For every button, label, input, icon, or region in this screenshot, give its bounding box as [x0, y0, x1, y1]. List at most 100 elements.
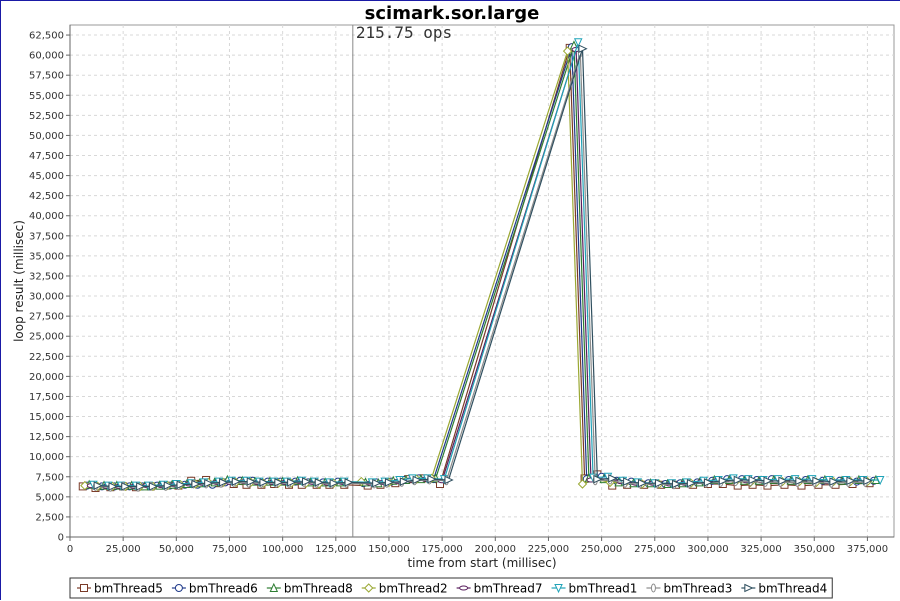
- data-point-bmThread4: [703, 478, 714, 487]
- legend-marker: [650, 583, 656, 593]
- x-tick-label: 150,000: [368, 544, 409, 555]
- legend-marker: [744, 583, 754, 593]
- data-point-bmThread4: [384, 478, 395, 487]
- legend-item-bmThread3: bmThread3: [646, 582, 732, 596]
- chart-title: scimark.sor.large: [365, 3, 540, 24]
- legend-label: bmThread1: [569, 582, 638, 596]
- data-point-bmThread4: [829, 477, 839, 486]
- x-tick-label: 100,000: [262, 544, 303, 555]
- y-tick-label: 52,500: [29, 111, 64, 122]
- series-group: [78, 38, 885, 493]
- x-tick-label: 50,000: [159, 544, 194, 555]
- y-tick-label: 42,500: [29, 191, 64, 202]
- legend: bmThread5 bmThread6 bmThread8 bmThread2 bmTh…: [69, 577, 833, 599]
- data-point-bmThread4: [148, 482, 159, 491]
- data-point-bmThread4: [778, 476, 788, 486]
- y-tick-label: 7,500: [35, 472, 64, 483]
- y-tick-label: 62,500: [29, 31, 64, 42]
- data-point-bmThread4: [274, 478, 284, 487]
- y-tick-label: 55,000: [29, 91, 64, 102]
- legend-box: [69, 577, 833, 599]
- annotation: 215.75 ops: [352, 23, 452, 537]
- x-tick-label: 325,000: [740, 544, 781, 555]
- legend-marker: [269, 582, 279, 592]
- data-point-bmThread4: [763, 476, 773, 486]
- legend-label: bmThread7: [474, 582, 543, 596]
- plot-area: [69, 24, 895, 538]
- y-tick-label: 35,000: [29, 251, 64, 262]
- data-point-bmThread4: [399, 477, 410, 486]
- x-tick-label: 350,000: [794, 544, 835, 555]
- data-point-bmThread4: [427, 474, 437, 484]
- y-axis-label: loop result (millisec): [12, 220, 26, 342]
- legend-label: bmThread3: [663, 582, 732, 596]
- legend-label: bmThread5: [94, 582, 163, 596]
- data-point-bmThread4: [246, 477, 256, 486]
- data-point-bmThread4: [748, 475, 758, 485]
- data-point-bmThread4: [672, 479, 682, 489]
- x-tick-label: 200,000: [475, 544, 516, 555]
- legend-marker: [364, 583, 374, 593]
- y-tick-label: 17,500: [29, 392, 64, 403]
- y-tick-label: 15,000: [29, 412, 64, 423]
- x-tick-label: 75,000: [212, 544, 247, 555]
- data-point-bmThread2: [577, 479, 588, 489]
- x-tick-label: 250,000: [581, 544, 622, 555]
- data-point-bmThread1: [875, 475, 885, 486]
- y-tick-label: 12,500: [29, 432, 64, 443]
- data-point-bmThread4: [593, 474, 603, 484]
- data-point-bmThread4: [204, 478, 214, 488]
- legend-item-bmThread7: bmThread7: [456, 582, 543, 596]
- data-point-bmThread4: [259, 478, 269, 487]
- legend-item-bmThread5: bmThread5: [77, 582, 163, 596]
- data-point-bmThread1: [573, 38, 583, 48]
- y-axis: 0 2,500 5,000 7,500 10,000 12,500 15,000 17,500…: [29, 25, 71, 544]
- legend-marker: [554, 584, 563, 594]
- data-point-bmThread4: [718, 476, 729, 486]
- y-tick-label: 22,500: [29, 352, 64, 363]
- x-tick-label: 0: [67, 544, 73, 555]
- y-tick-label: 30,000: [29, 292, 64, 303]
- y-tick-label: 50,000: [29, 131, 64, 142]
- data-point-bmThread4: [412, 475, 422, 485]
- data-point-bmThread4: [863, 476, 873, 486]
- y-tick-label: 27,500: [29, 312, 64, 323]
- data-point-bmThread4: [191, 479, 201, 489]
- data-point-bmThread4: [163, 481, 173, 490]
- y-tick-label: 45,000: [29, 171, 64, 182]
- data-point-bmThread4: [176, 480, 186, 490]
- legend-label: bmThread2: [379, 582, 448, 596]
- y-tick-label: 47,500: [29, 151, 64, 162]
- legend-label: bmThread8: [284, 582, 353, 596]
- legend-marker: [174, 584, 183, 592]
- data-point-bmThread4: [329, 478, 339, 488]
- legend-item-bmThread6: bmThread6: [171, 582, 258, 596]
- data-point-bmThread4: [314, 478, 324, 487]
- legend-item-bmThread1: bmThread1: [551, 582, 638, 596]
- data-point-bmThread4: [638, 478, 648, 488]
- y-tick-label: 60,000: [29, 51, 64, 62]
- data-point-bmThread4: [302, 477, 312, 486]
- y-tick-label: 0: [58, 533, 64, 544]
- legend-item-bmThread4: bmThread4: [741, 582, 827, 596]
- x-axis-label: time from start (millisec): [407, 556, 556, 570]
- data-point-bmThread4: [578, 44, 588, 53]
- data-point-bmThread4: [231, 477, 242, 486]
- x-tick-label: 225,000: [528, 544, 569, 555]
- data-point-bmThread4: [795, 476, 805, 486]
- y-tick-label: 5,000: [35, 492, 64, 503]
- x-tick-label: 300,000: [687, 544, 728, 555]
- data-point-bmThread4: [219, 478, 229, 487]
- annotation-text: 215.75 ops: [356, 23, 452, 42]
- y-tick-label: 57,500: [29, 71, 64, 82]
- legend-label: bmThread4: [758, 582, 827, 596]
- legend-marker: [459, 585, 469, 591]
- data-point-bmThread2: [562, 46, 573, 56]
- data-point-bmThread4: [444, 475, 454, 485]
- data-point-bmThread4: [623, 477, 633, 486]
- x-tick-label: 25,000: [106, 544, 141, 555]
- data-point-bmThread4: [846, 476, 856, 486]
- x-tick-label: 375,000: [847, 544, 888, 555]
